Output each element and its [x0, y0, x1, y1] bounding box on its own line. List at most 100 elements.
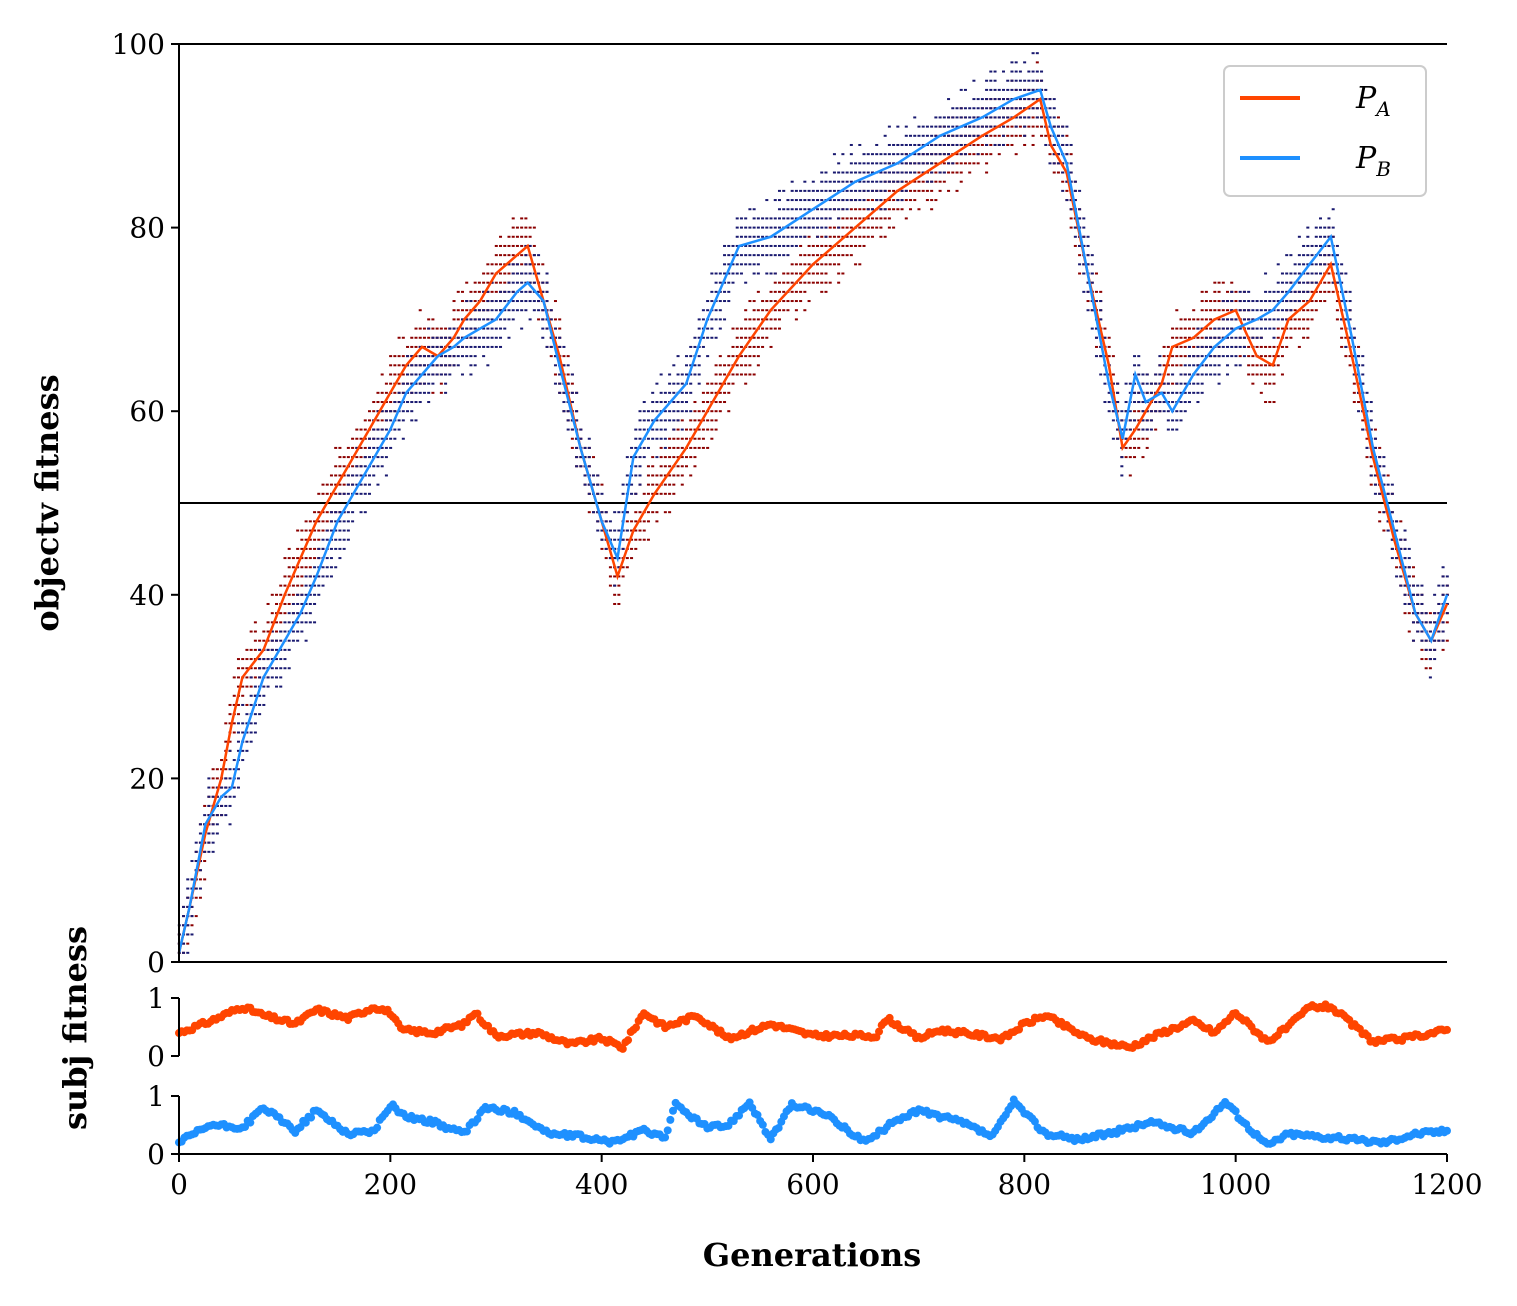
y-tick-label-objective: 60	[129, 395, 165, 428]
population-dot	[697, 428, 701, 431]
population-dot	[452, 364, 456, 367]
population-dot	[1416, 593, 1420, 596]
population-dot	[803, 208, 807, 211]
population-dot	[287, 667, 291, 670]
population-dot	[980, 125, 984, 128]
population-dot	[1445, 593, 1449, 596]
population-dot	[1306, 263, 1310, 266]
population-dot	[655, 382, 659, 385]
population-dot	[1145, 428, 1149, 431]
population-dot	[304, 612, 308, 615]
population-dot	[1306, 254, 1310, 257]
population-dot	[1428, 621, 1432, 624]
population-dot	[1390, 538, 1394, 541]
population-dot	[346, 474, 350, 477]
population-dot	[291, 602, 295, 605]
population-dot	[469, 290, 473, 293]
population-dot	[663, 446, 667, 449]
population-dot	[1340, 345, 1344, 348]
legend: PA PB	[1223, 65, 1427, 197]
population-dot	[1382, 511, 1386, 514]
population-dot	[1082, 272, 1086, 275]
population-dot	[668, 474, 672, 477]
population-dot	[748, 327, 752, 330]
population-dot	[1040, 88, 1044, 91]
population-dot	[313, 529, 317, 532]
population-dot	[465, 318, 469, 321]
population-dot	[1006, 88, 1010, 91]
population-dot	[1441, 593, 1445, 596]
population-dot	[735, 244, 739, 247]
population-dot	[845, 244, 849, 247]
population-dot	[545, 345, 549, 348]
population-dot	[207, 841, 211, 844]
population-dot	[270, 630, 274, 633]
population-dot	[355, 446, 359, 449]
population-dot	[1314, 244, 1318, 247]
population-dot	[236, 685, 240, 688]
population-dot	[380, 391, 384, 394]
population-dot	[1230, 281, 1234, 284]
population-dot	[515, 235, 519, 238]
population-dot	[401, 410, 405, 413]
population-dot	[1268, 401, 1272, 404]
population-dot	[1002, 125, 1005, 128]
population-dot	[397, 391, 401, 394]
population-dot	[520, 272, 524, 275]
population-dot	[963, 143, 967, 146]
population-dot	[1158, 382, 1162, 385]
population-dot	[410, 382, 414, 385]
population-dot	[642, 538, 646, 541]
population-dot	[1116, 391, 1120, 394]
population-dot	[304, 520, 308, 523]
subjective-dot-b	[1443, 1126, 1451, 1135]
population-dot	[1226, 300, 1230, 303]
population-dot	[1331, 254, 1335, 257]
population-dot	[296, 639, 300, 642]
population-dot	[786, 199, 790, 202]
population-dot	[1103, 401, 1107, 404]
population-dot	[406, 355, 410, 358]
population-dot	[507, 254, 511, 257]
population-dot	[735, 355, 739, 358]
population-dot	[266, 602, 270, 605]
population-dot	[985, 171, 989, 174]
population-dot	[980, 153, 984, 156]
population-dot	[477, 345, 481, 348]
population-dot	[494, 300, 498, 303]
population-dot	[507, 336, 511, 339]
population-dot	[1078, 263, 1082, 266]
population-dot	[1352, 373, 1356, 376]
population-dot	[575, 419, 579, 422]
population-dot	[279, 658, 283, 661]
population-dot	[397, 428, 401, 431]
population-dot	[617, 602, 621, 605]
population-dot	[1416, 630, 1420, 633]
population-dot	[634, 428, 638, 431]
population-dot	[1327, 281, 1331, 284]
population-dot	[473, 327, 477, 330]
population-dot	[710, 327, 714, 330]
population-dot	[854, 208, 858, 211]
population-dot	[1302, 327, 1306, 330]
population-dot	[587, 465, 591, 468]
population-dot	[655, 401, 659, 404]
population-dot	[511, 300, 515, 303]
y-tick-label-objective: 40	[129, 579, 165, 612]
population-dot	[655, 492, 659, 495]
population-dot	[1082, 235, 1086, 238]
population-dot	[300, 602, 304, 605]
population-dot	[1276, 355, 1280, 358]
population-dot	[1162, 364, 1166, 367]
population-dot	[659, 373, 663, 376]
population-dot	[1259, 318, 1263, 321]
population-dot	[1395, 557, 1399, 560]
population-dot	[1061, 180, 1065, 183]
population-dot	[329, 520, 333, 523]
population-dot	[735, 226, 739, 229]
population-dot	[786, 226, 790, 229]
population-dot	[439, 391, 443, 394]
legend-box	[1223, 65, 1427, 197]
population-dot	[503, 300, 507, 303]
population-dot	[520, 290, 524, 293]
